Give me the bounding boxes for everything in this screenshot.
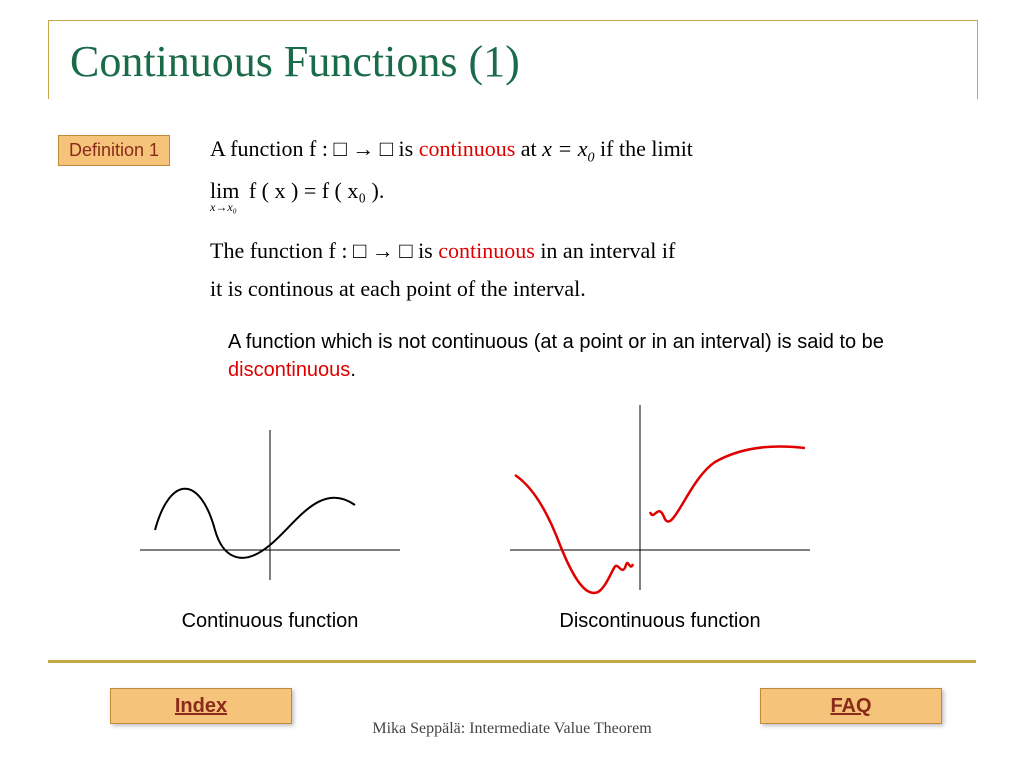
t: → <box>366 238 399 263</box>
t: A function which is not continuous (at a… <box>228 331 884 353</box>
graph-continuous <box>130 420 410 600</box>
discontinuous-word: discontinuous <box>228 359 350 381</box>
continuous-word-2: continuous <box>438 238 535 263</box>
lim-expr: f ( x ) = f ( x₀ ). <box>249 178 385 203</box>
slide: Continuous Functions (1) Definition 1 A … <box>0 0 1024 768</box>
discontinuous-note: A function which is not continuous (at a… <box>228 328 948 384</box>
t: is <box>413 238 439 263</box>
t: if the limit <box>595 136 693 161</box>
caption-continuous: Continuous function <box>130 610 410 633</box>
limit-expression: lim x→x₀ f ( x ) = f ( x₀ ). <box>210 178 384 204</box>
caption-discontinuous: Discontinuous function <box>500 610 820 633</box>
t: A function f : <box>210 136 333 161</box>
index-button[interactable]: Index <box>110 688 292 724</box>
bottom-rule <box>48 660 976 663</box>
t: → <box>347 136 380 161</box>
t: The function f : <box>210 238 353 263</box>
t: in an interval if <box>535 238 676 263</box>
t: is <box>393 136 419 161</box>
lim-sub: x→x₀ <box>210 200 237 215</box>
graph-discontinuous <box>500 400 820 610</box>
definition-badge: Definition 1 <box>58 135 170 166</box>
t: x = x <box>542 136 587 161</box>
t: . <box>350 359 356 381</box>
faq-button[interactable]: FAQ <box>760 688 942 724</box>
page-title: Continuous Functions (1) <box>70 36 520 87</box>
def-line-4: it is continous at each point of the int… <box>210 276 586 302</box>
footer-text: Mika Seppälä: Intermediate Value Theorem <box>0 720 1024 738</box>
t: at <box>515 136 542 161</box>
def-line-3: The function f : □ → □ is continuous in … <box>210 238 970 264</box>
def-line-1: A function f : □ → □ is continuous at x … <box>210 136 970 166</box>
continuous-word: continuous <box>419 136 516 161</box>
